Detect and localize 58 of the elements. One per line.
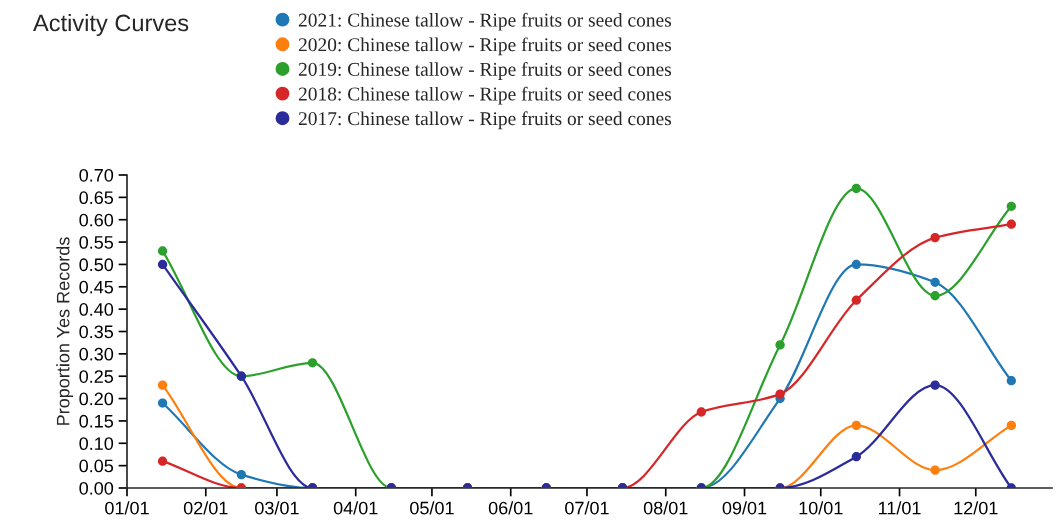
legend-label: 2018: Chinese tallow - Ripe fruits or seed cones xyxy=(298,86,672,105)
x-tick-label: 06/01 xyxy=(488,501,533,515)
x-tick-label: 09/01 xyxy=(722,501,767,515)
y-tick-label: 0.65 xyxy=(79,191,114,205)
x-tick-label: 07/01 xyxy=(565,501,609,515)
y-tick-label: 0.70 xyxy=(79,168,114,182)
point xyxy=(157,259,168,270)
y-tick-label: 0.15 xyxy=(79,414,114,428)
point xyxy=(775,340,785,350)
y-tick-label: 0.00 xyxy=(79,481,114,495)
chart-title: Activity Curves xyxy=(33,14,189,36)
point xyxy=(851,452,861,462)
legend-label: 2020: Chinese tallow - Ripe fruits or seed cones xyxy=(298,37,672,56)
x-tick-label: 11/01 xyxy=(878,501,921,515)
point xyxy=(157,246,168,256)
y-tick-label: 0.10 xyxy=(79,437,114,451)
point xyxy=(1006,420,1016,431)
y-tick-label: 0.05 xyxy=(79,459,114,473)
point xyxy=(157,380,168,390)
point xyxy=(157,398,168,408)
legend-label: 2021: Chinese tallow - Ripe fruits or seed cones xyxy=(298,12,672,31)
x-tick-label: 01/01 xyxy=(105,501,149,515)
x-tick-label: 04/01 xyxy=(333,501,378,515)
point xyxy=(1006,376,1016,386)
x-tick-label: 03/01 xyxy=(255,501,299,515)
point xyxy=(775,389,785,399)
point xyxy=(851,183,861,194)
point xyxy=(696,407,706,417)
x-tick-label: 10/01 xyxy=(799,501,843,515)
point xyxy=(851,259,861,270)
y-tick-label: 0.45 xyxy=(79,280,114,294)
y-tick-label: 0.55 xyxy=(79,236,114,249)
y-tick-label: 0.50 xyxy=(79,258,114,272)
point xyxy=(930,380,940,390)
point xyxy=(851,420,861,431)
point xyxy=(930,465,940,475)
y-tick-label: 0.60 xyxy=(79,213,114,227)
legend-label: 2019: Chinese tallow - Ripe fruits or seed cones xyxy=(298,62,672,80)
x-tick-label: 02/01 xyxy=(183,501,228,515)
y-axis-title: Proportion Yes Records xyxy=(56,237,74,425)
x-tick-label: 08/01 xyxy=(643,501,688,515)
y-tick-label: 0.35 xyxy=(79,325,114,339)
point xyxy=(930,232,940,243)
point xyxy=(851,295,861,305)
y-tick-label: 0.30 xyxy=(79,347,114,361)
point xyxy=(1006,201,1016,211)
y-tick-label: 0.40 xyxy=(79,303,114,316)
legend-label: 2017: Chinese tallow - Ripe fruits or seed cones xyxy=(298,111,672,130)
point xyxy=(1006,219,1016,229)
x-tick-label: 12/01 xyxy=(954,501,998,515)
point xyxy=(307,358,318,368)
y-tick-label: 0.25 xyxy=(79,370,114,383)
y-tick-label: 0.20 xyxy=(79,392,114,406)
point xyxy=(157,456,168,466)
point xyxy=(236,469,247,480)
x-tick-label: 05/01 xyxy=(410,501,454,515)
point xyxy=(930,277,940,287)
point xyxy=(930,291,940,301)
